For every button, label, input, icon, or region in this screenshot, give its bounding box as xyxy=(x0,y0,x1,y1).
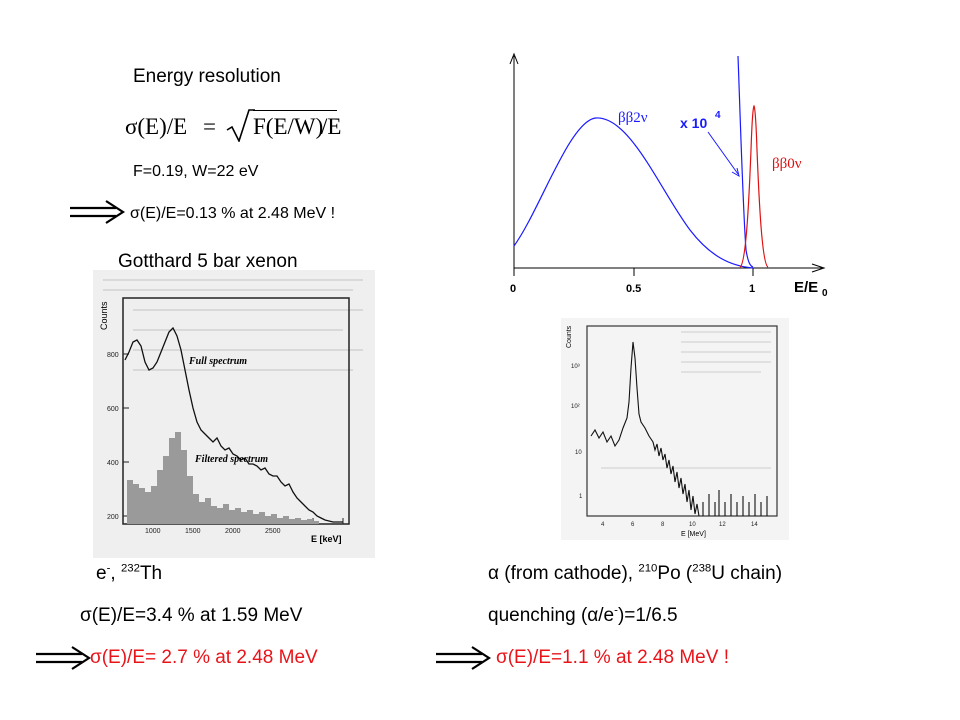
alpha-xtick: 6 xyxy=(631,522,635,528)
formula-equals: = xyxy=(203,114,216,139)
spectrum-ytick: 600 xyxy=(107,406,119,413)
gotthard-spectrum-svg: Counts Full spectrum Filtered spectrum E… xyxy=(93,270,375,558)
resolution-formula: σ(E)/E = F(E/W) /E xyxy=(125,109,365,144)
spectrum-xtick: 1500 xyxy=(185,528,201,535)
quenching-factor: quenching (α/e-)=1/6.5 xyxy=(488,604,678,626)
implies-arrow-icon xyxy=(436,646,492,670)
spectrum-ytick: 800 xyxy=(107,352,119,359)
double-beta-spectrum-plot: ββ2ν x 10 4 ββ0ν 0 0.5 1 E/E 0 xyxy=(509,52,828,299)
alpha-ylabel: Counts xyxy=(566,325,573,348)
alpha-xtick: 10 xyxy=(689,522,696,528)
formula-lhs: σ(E)/E xyxy=(125,114,188,139)
alpha-spectrum-figure: Counts 10³ 10² 10 1 4 6 8 10 12 14 E [Me… xyxy=(561,318,789,540)
spectrum-xtick: 1000 xyxy=(145,528,161,535)
filtered-spectrum-legend: Filtered spectrum xyxy=(194,454,268,465)
implies-arrow-icon xyxy=(70,200,126,224)
fano-params: F=0.19, W=22 eV xyxy=(133,163,259,180)
alpha-ytick: 10 xyxy=(575,450,582,456)
source-label-left: e-, 232Th xyxy=(96,562,163,584)
spectrum-ytick: 400 xyxy=(107,460,119,467)
source-label-right: α (from cathode), 210Po (238U chain) xyxy=(488,562,783,584)
zero-neutrino-peak xyxy=(739,104,769,268)
full-spectrum-line xyxy=(124,326,343,523)
alpha-xlabel: E [MeV] xyxy=(681,531,706,538)
alpha-ytick: 10² xyxy=(571,404,580,410)
alpha-spectrum-svg: Counts 10³ 10² 10 1 4 6 8 10 12 14 E [Me… xyxy=(561,318,789,540)
spectrum-xtick: 2000 xyxy=(225,528,241,535)
alpha-xtick: 12 xyxy=(719,522,726,528)
alpha-xtick: 14 xyxy=(751,522,758,528)
beta-xtick: 0.5 xyxy=(626,283,641,295)
spectrum-xlabel: E [keV] xyxy=(311,534,342,544)
intrinsic-resolution-result: σ(E)/E=0.13 % at 2.48 MeV ! xyxy=(130,205,336,222)
energy-resolution-heading: Energy resolution xyxy=(133,66,281,87)
scale-factor-exponent: 4 xyxy=(715,110,721,121)
zero-neutrino-label: ββ0ν xyxy=(772,156,802,172)
beta-xaxis-label: E/E xyxy=(794,279,818,296)
gotthard-spectrum-figure: Counts Full spectrum Filtered spectrum E… xyxy=(93,270,375,558)
spectrum-ytick: 200 xyxy=(107,514,119,521)
alpha-xtick: 8 xyxy=(661,522,665,528)
alpha-spectrum-line xyxy=(590,341,700,517)
extrapolated-resolution-right: σ(E)/E=1.1 % at 2.48 MeV ! xyxy=(496,647,729,668)
two-neutrino-curve xyxy=(513,117,754,269)
measured-resolution-left: σ(E)/E=3.4 % at 1.59 MeV xyxy=(80,605,303,626)
beta-xtick: 1 xyxy=(749,283,755,295)
formula-tail: /E xyxy=(321,114,342,139)
scale-factor-label: x 10 xyxy=(680,115,707,131)
implies-arrow-icon xyxy=(36,646,92,670)
filtered-spectrum-bars xyxy=(127,432,319,524)
gotthard-title: Gotthard 5 bar xenon xyxy=(118,251,298,272)
spectrum-ylabel: Counts xyxy=(99,301,109,330)
beta-xtick: 0 xyxy=(510,283,516,295)
beta-xaxis-sub: 0 xyxy=(822,288,828,299)
two-neutrino-label: ββ2ν xyxy=(618,110,648,126)
alpha-ytick: 10³ xyxy=(571,364,580,370)
formula-radicand: F(E/W) xyxy=(253,114,324,139)
alpha-ytick: 1 xyxy=(579,494,583,500)
spectrum-xtick: 2500 xyxy=(265,528,281,535)
sqrt-sign-icon xyxy=(226,109,255,142)
full-spectrum-legend: Full spectrum xyxy=(188,356,247,367)
sqrt-overline xyxy=(253,110,337,111)
alpha-xtick: 4 xyxy=(601,522,605,528)
extrapolated-resolution-left: σ(E)/E= 2.7 % at 2.48 MeV xyxy=(90,647,318,668)
